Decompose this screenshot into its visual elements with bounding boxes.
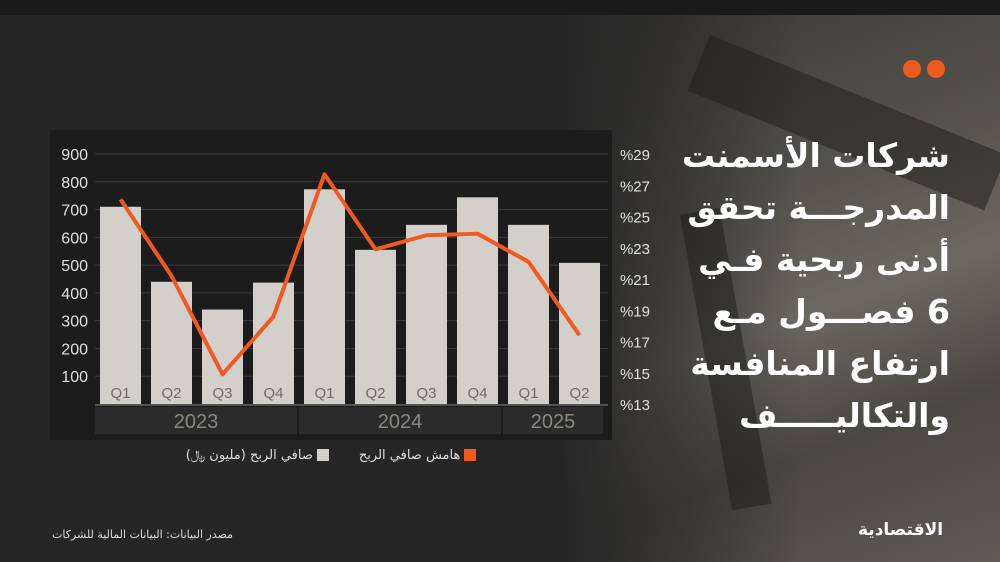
logo: الاقتصادية (858, 520, 944, 540)
left-tick-label: 200 (61, 341, 88, 358)
right-tick-label: %15 (620, 366, 650, 383)
category-label: Q1 (110, 385, 130, 402)
left-tick-label: 800 (61, 175, 88, 192)
orange-dot (927, 60, 945, 78)
year-label: 2025 (531, 411, 576, 433)
background-photo (560, 15, 1000, 562)
left-tick-label: 700 (61, 203, 88, 220)
left-tick-label: 900 (61, 147, 88, 164)
left-tick-label: 500 (61, 258, 88, 275)
category-label: Q2 (569, 385, 589, 402)
year-label: 2024 (378, 411, 423, 433)
brand-dots (903, 60, 945, 78)
year-band (503, 407, 603, 434)
left-tick-label: 100 (61, 369, 88, 386)
headline-line: أدنى ربحية فـي (698, 240, 950, 279)
right-tick-label: %25 (620, 210, 650, 227)
bar (406, 224, 447, 404)
year-band (95, 407, 297, 434)
bar (304, 189, 345, 404)
left-tick-label: 600 (61, 230, 88, 247)
legend-label: صافي الربح (مليون ﷼) (185, 447, 313, 463)
right-tick-label: %21 (620, 272, 650, 289)
category-label: Q1 (314, 385, 334, 402)
headline-line: شركات الأسمنت (681, 136, 950, 175)
headline-line: ارتفاع المنافسة (690, 344, 950, 383)
headline: شركات الأسمنت المدرجـــة تحقق أدنى ربحية… (650, 130, 950, 442)
category-label: Q4 (467, 385, 487, 402)
right-tick-label: %29 (620, 147, 650, 164)
headline-line: 6 فصـــول مـع (712, 292, 951, 331)
bar (100, 206, 141, 404)
source-note: مصدر البيانات: البيانات المالية للشركات (52, 528, 234, 541)
left-tick-label: 300 (61, 314, 88, 331)
right-tick-label: %19 (620, 303, 650, 320)
category-label: Q1 (518, 385, 538, 402)
orange-dot (903, 60, 921, 78)
top-band (0, 0, 1000, 15)
legend-swatch-grey (316, 449, 329, 461)
legend-item-profit: صافي الربح (مليون ﷼) (186, 448, 329, 463)
legend-label: هامش صافي الربح (358, 447, 461, 463)
bar (253, 282, 294, 404)
legend-item-margin: هامش صافي الربح (358, 447, 477, 463)
left-tick-label: 400 (61, 286, 88, 303)
category-label: Q4 (263, 385, 283, 402)
legend: هامش صافي الربح صافي الربح (مليون ﷼) (50, 440, 612, 470)
bar (355, 249, 396, 404)
headline-line: والتكاليـــــف (739, 396, 950, 435)
category-label: Q2 (365, 385, 385, 402)
legend-swatch-orange (464, 449, 477, 461)
right-tick-label: %23 (620, 241, 650, 258)
year-band (299, 407, 501, 434)
category-label: Q2 (161, 385, 181, 402)
right-tick-label: %27 (620, 178, 650, 195)
category-label: Q3 (416, 385, 436, 402)
margin-line (118, 172, 582, 377)
category-label: Q3 (212, 385, 232, 402)
right-tick-label: %13 (620, 397, 650, 414)
right-tick-label: %17 (620, 335, 650, 352)
year-label: 2023 (174, 411, 219, 433)
headline-line: المدرجـــة تحقق (687, 188, 950, 227)
bar (457, 197, 498, 404)
